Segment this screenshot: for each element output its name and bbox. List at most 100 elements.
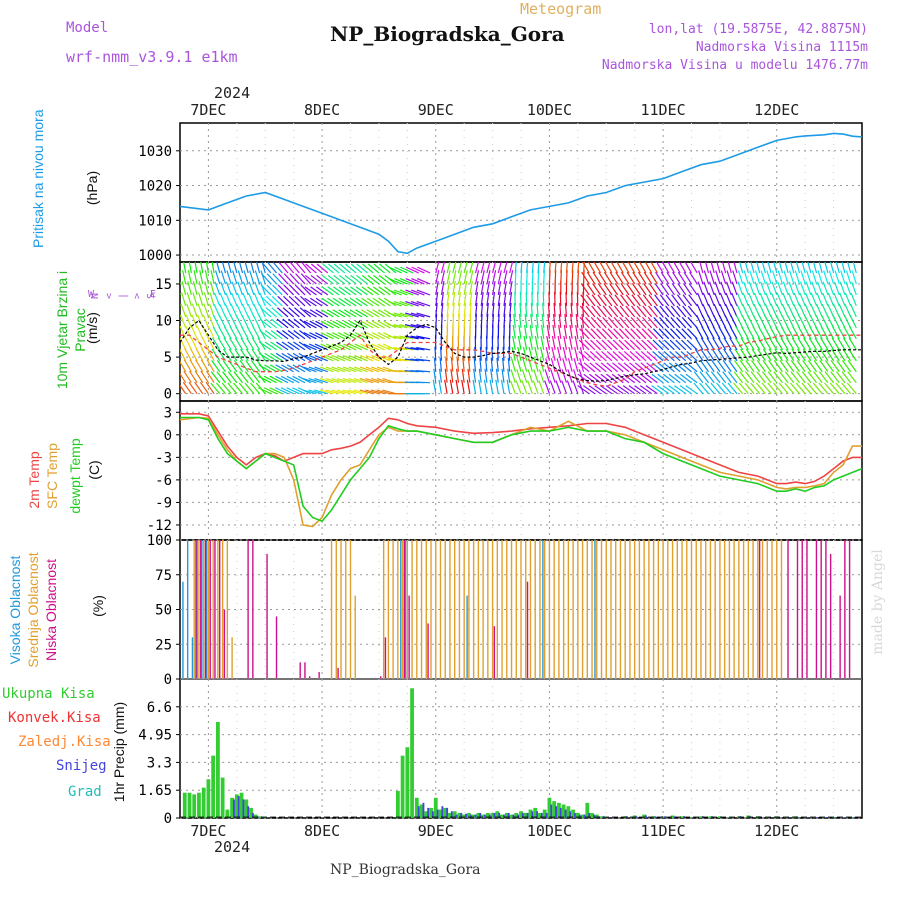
precip-total-bar bbox=[552, 801, 557, 818]
wind-arrow bbox=[812, 382, 823, 395]
precip-total-bar bbox=[519, 811, 523, 818]
wind-arrow bbox=[568, 335, 573, 350]
wind-arrow bbox=[531, 262, 534, 274]
wind-arrow bbox=[332, 309, 346, 318]
precip-total-bar bbox=[424, 811, 429, 818]
wind-arrow bbox=[613, 328, 624, 340]
wind-arrow bbox=[648, 294, 658, 307]
wind-arrow bbox=[522, 358, 528, 372]
wind-arrow bbox=[528, 346, 533, 361]
wind-arrow bbox=[602, 305, 613, 318]
wind-arrow bbox=[654, 294, 664, 307]
wind-arrow bbox=[393, 300, 408, 307]
precip-total-bar bbox=[538, 812, 542, 818]
wind-arrow bbox=[438, 379, 443, 394]
wind-arrow bbox=[294, 307, 306, 318]
wind-arrow bbox=[204, 281, 209, 296]
precip-snow-bar bbox=[498, 812, 501, 818]
wind-arrow bbox=[405, 289, 419, 296]
wind-arrow bbox=[830, 371, 840, 384]
wind-arrow bbox=[693, 371, 704, 384]
wind-arrow bbox=[762, 348, 772, 362]
wind-arrow bbox=[614, 283, 624, 296]
wind-arrow bbox=[326, 332, 340, 340]
wind-arrow bbox=[267, 262, 278, 274]
wind-arrow bbox=[722, 359, 732, 373]
precip-total-bar bbox=[708, 816, 713, 818]
precip-snow-bar bbox=[251, 812, 254, 818]
wind-arrow bbox=[754, 270, 761, 285]
wind-arrow bbox=[314, 377, 328, 384]
wind-arrow bbox=[326, 320, 340, 329]
precip-snow-bar bbox=[626, 816, 629, 818]
wind-arrow bbox=[193, 270, 198, 285]
wind-arrow bbox=[474, 313, 477, 328]
wind-arrow bbox=[839, 292, 846, 307]
wind-arrow bbox=[670, 316, 681, 329]
wind-arrow bbox=[823, 270, 829, 285]
wind-arrow bbox=[452, 291, 456, 306]
wind-arrow bbox=[705, 359, 715, 373]
wind-arrow bbox=[320, 320, 334, 329]
wind-arrow bbox=[819, 359, 829, 373]
precip-snow-bar bbox=[422, 802, 425, 818]
wind-arrow bbox=[809, 326, 818, 340]
wind-arrow bbox=[545, 358, 550, 372]
wind-arrow bbox=[445, 357, 448, 372]
precip-total-bar bbox=[490, 812, 495, 818]
wind-arrow bbox=[617, 373, 630, 384]
year-bottom: 2024 bbox=[214, 838, 251, 856]
precip-snow-bar bbox=[635, 816, 638, 818]
wind-arrow bbox=[378, 297, 391, 307]
wind-arrow bbox=[377, 332, 391, 340]
wind-arrow bbox=[785, 348, 795, 362]
wind-arrow bbox=[303, 366, 317, 373]
wind-arrow bbox=[675, 339, 687, 351]
wind-arrow bbox=[736, 303, 744, 318]
wind-arrow bbox=[631, 283, 641, 296]
wind-arrow bbox=[651, 373, 664, 384]
wind-arrow bbox=[500, 379, 505, 394]
wind-arrow bbox=[281, 364, 294, 373]
wind-arrow bbox=[188, 262, 192, 274]
wind-compass-glyph: < bbox=[104, 293, 115, 299]
wind-arrow bbox=[219, 292, 227, 307]
wind-arrow bbox=[578, 362, 590, 373]
precip-snow-bar bbox=[493, 812, 496, 818]
wind-arrow bbox=[682, 305, 692, 318]
wind-arrow bbox=[416, 300, 431, 307]
wind-arrow bbox=[726, 270, 732, 285]
wind-arrow bbox=[624, 339, 636, 351]
wind-arrow bbox=[202, 325, 209, 340]
wind-arrow bbox=[532, 380, 539, 394]
grid-lines bbox=[180, 123, 862, 819]
wind-arrow bbox=[309, 320, 323, 329]
panel-frames bbox=[179, 122, 863, 819]
wind-arrow bbox=[294, 284, 306, 296]
wind-arrow bbox=[258, 341, 272, 351]
wind-arrow bbox=[676, 316, 687, 329]
wind-arrow bbox=[820, 326, 829, 340]
wind-arrow bbox=[228, 348, 238, 362]
wind-arrow bbox=[212, 337, 221, 351]
wind-arrow bbox=[486, 302, 489, 317]
wind-arrow bbox=[814, 337, 823, 351]
wind-arrow bbox=[579, 328, 590, 340]
wind-arrow bbox=[630, 328, 641, 340]
wind-arrow bbox=[682, 294, 692, 307]
y-tick-label: 50 bbox=[155, 603, 172, 619]
wind-arrow bbox=[366, 309, 380, 318]
precip-snow-bar bbox=[526, 812, 529, 818]
wind-arrow bbox=[353, 389, 368, 395]
wind-arrow bbox=[521, 380, 528, 394]
wind-arrow bbox=[367, 263, 380, 274]
wind-arrow bbox=[642, 294, 653, 307]
wind-arrow bbox=[300, 284, 312, 296]
wind-arrow bbox=[325, 355, 340, 362]
wind-arrow bbox=[775, 326, 783, 340]
wind-arrow bbox=[812, 262, 818, 274]
day-label-bottom: 10DEC bbox=[527, 822, 572, 840]
wind-arrow bbox=[235, 326, 244, 340]
wind-arrow bbox=[577, 373, 590, 384]
